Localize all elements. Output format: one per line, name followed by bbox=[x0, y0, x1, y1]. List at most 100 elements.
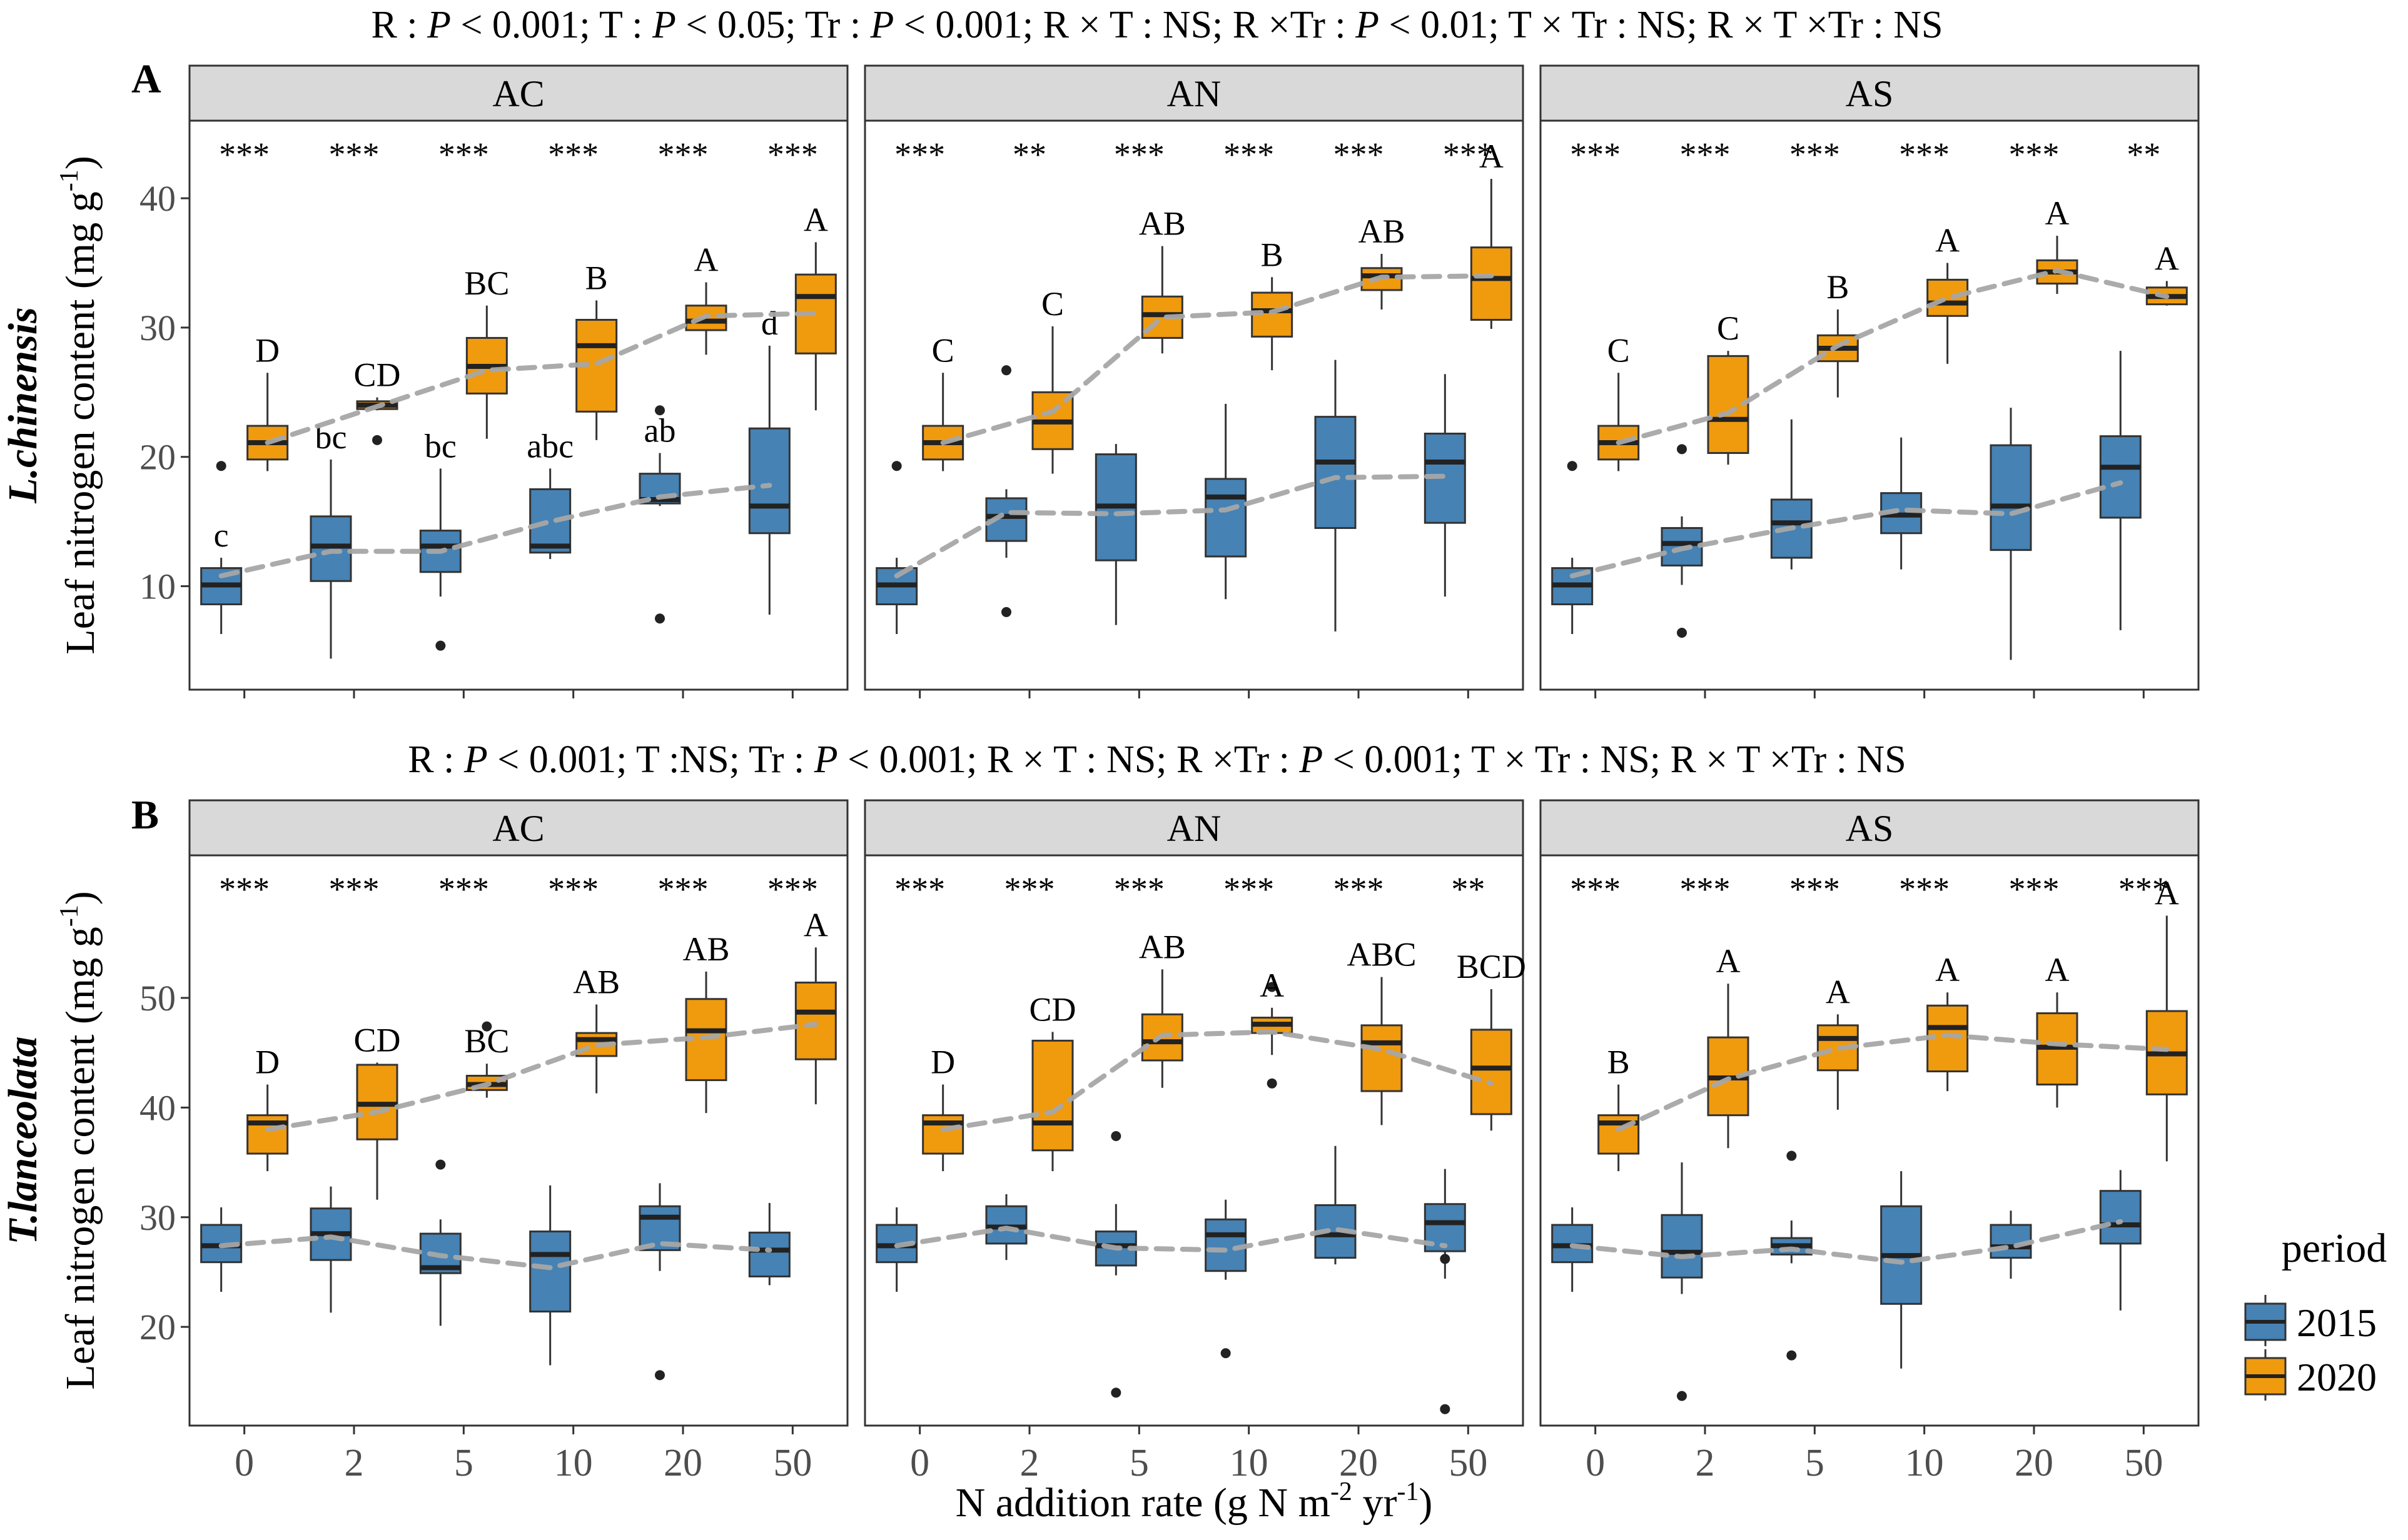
panel-B: R : P < 0.001; T :NS; Tr : P < 0.001; R … bbox=[0, 738, 2200, 1484]
group-letter: d bbox=[761, 304, 778, 342]
group-letter: C bbox=[1717, 310, 1739, 347]
facet-frame bbox=[864, 854, 1524, 1427]
box-iqr bbox=[1990, 444, 2032, 551]
outlier-point bbox=[482, 1021, 492, 1032]
box-2015-10 bbox=[1205, 403, 1247, 600]
series-2020: C C B A A A bbox=[1597, 194, 2188, 471]
outlier-point bbox=[1267, 1078, 1277, 1089]
trend-line-2015 bbox=[894, 473, 1448, 578]
trend-line-2015 bbox=[218, 1234, 772, 1271]
box-2020-20: A bbox=[2036, 951, 2078, 1108]
facet-frame bbox=[188, 854, 849, 1427]
box-2020-10: A bbox=[1251, 967, 1293, 1089]
significance-stars: *** bbox=[1114, 870, 1165, 908]
group-letter: D bbox=[255, 1044, 280, 1081]
x-axis-label: N addition rate (g N m-2 yr-1) bbox=[956, 1477, 1433, 1526]
series-2015 bbox=[876, 1130, 1466, 1414]
box-iqr bbox=[310, 515, 352, 582]
group-letter: C bbox=[1607, 331, 1630, 369]
panel-letter: B bbox=[131, 792, 159, 838]
facet-strip-label: AN bbox=[1167, 808, 1222, 849]
y-tick-label: 20 bbox=[139, 437, 176, 478]
y-axis-label-exp: -1 bbox=[55, 169, 84, 191]
box-2015-20 bbox=[639, 1183, 681, 1381]
box-iqr bbox=[748, 427, 791, 535]
stats-title-part: P bbox=[652, 4, 676, 46]
trend-line-2020 bbox=[1616, 1032, 2170, 1132]
box-2020-20: AB bbox=[682, 930, 730, 1114]
significance-stars: *** bbox=[329, 870, 380, 908]
trend-line-2020 bbox=[265, 1022, 819, 1132]
stats-title-part: < 0.001; R × T : NS; R ×Tr : bbox=[894, 4, 1355, 46]
box-2020-2: C bbox=[1707, 310, 1749, 465]
significance-stars: *** bbox=[1899, 870, 1950, 908]
facet-strip bbox=[1539, 799, 2200, 857]
stats-title-part: < 0.001; T :NS; Tr : bbox=[488, 738, 814, 781]
significance-stars: *** bbox=[894, 870, 945, 908]
significance-stars: *** bbox=[1570, 870, 1621, 908]
y-tick-label: 10 bbox=[139, 566, 176, 607]
outlier-point bbox=[891, 461, 902, 471]
y-tick-label: 30 bbox=[139, 308, 176, 348]
outlier-point bbox=[1677, 444, 1687, 455]
facet-strip-label: AS bbox=[1846, 808, 1894, 849]
significance-stars: *** bbox=[1899, 136, 1950, 173]
facet-strip-label: AC bbox=[492, 73, 544, 114]
box-2020-50: BCD bbox=[1457, 948, 1526, 1131]
box-2020-10: A bbox=[1926, 222, 1969, 364]
group-letter: BC bbox=[464, 1022, 509, 1060]
box-iqr bbox=[2099, 1190, 2142, 1245]
outlier-point bbox=[435, 640, 446, 651]
box-2015-50 bbox=[748, 1202, 791, 1286]
box-2015-0 bbox=[1551, 1207, 1594, 1292]
facet-AC: AC 0 2 5 10 20 50 *** *** *** *** *** *** D CD BC AB AB A bbox=[188, 799, 849, 1484]
box-2015-2 bbox=[1661, 1162, 1703, 1401]
significance-stars: *** bbox=[1333, 136, 1384, 173]
significance-stars: *** bbox=[767, 870, 818, 908]
box-2020-20: A bbox=[2036, 194, 2078, 294]
y-tick-label: 40 bbox=[139, 1087, 176, 1128]
outlier-point bbox=[1786, 1150, 1797, 1161]
x-tick-label: 10 bbox=[1230, 1442, 1268, 1484]
box-2020-0: B bbox=[1597, 1044, 1640, 1172]
outlier-point bbox=[1001, 606, 1011, 617]
box-2020-5: B bbox=[1816, 268, 1859, 398]
box-2015-50: d bbox=[748, 304, 791, 615]
box-2015-5 bbox=[1095, 1130, 1137, 1398]
facet-strip bbox=[188, 64, 849, 122]
significance-stars: *** bbox=[1004, 870, 1055, 908]
box-2015-2: bc bbox=[310, 418, 352, 659]
group-letter: AB bbox=[1358, 213, 1405, 250]
group-letter: AB bbox=[1139, 928, 1186, 965]
y-tick-label: 20 bbox=[139, 1307, 176, 1347]
box-2015-0 bbox=[1551, 461, 1594, 635]
group-letter: A bbox=[804, 201, 828, 238]
box-2015-5 bbox=[1770, 419, 1813, 570]
stats-title-part: P bbox=[1298, 738, 1323, 781]
series-2015 bbox=[1551, 351, 2142, 660]
box-2015-2 bbox=[310, 1186, 352, 1313]
stats-title: R : P < 0.001; T : P < 0.05; Tr : P < 0.… bbox=[372, 4, 1943, 46]
group-letter: B bbox=[1607, 1044, 1630, 1081]
outlier-point bbox=[1567, 461, 1577, 471]
significance-stars: *** bbox=[658, 870, 709, 908]
group-letter: BC bbox=[464, 264, 509, 302]
box-2020-5: AB bbox=[1139, 928, 1186, 1088]
y-tick-label: 50 bbox=[139, 978, 176, 1019]
box-2020-0: D bbox=[246, 1044, 289, 1172]
outlier-point bbox=[1001, 365, 1011, 376]
group-letter: B bbox=[585, 259, 608, 296]
x-tick-label: 50 bbox=[2124, 1442, 2163, 1484]
box-2020-20: ABC bbox=[1347, 936, 1417, 1125]
trend-line-2015 bbox=[1569, 480, 2123, 578]
group-letter: CD bbox=[353, 356, 400, 394]
box-2020-2: CD bbox=[1029, 990, 1076, 1172]
trend-line-2015 bbox=[218, 483, 772, 578]
box-2020-20: AB bbox=[1358, 213, 1405, 310]
box-2020-50: A bbox=[794, 906, 837, 1105]
facet-strip-label: AS bbox=[1846, 73, 1894, 114]
stats-title-part: R : bbox=[408, 738, 464, 781]
